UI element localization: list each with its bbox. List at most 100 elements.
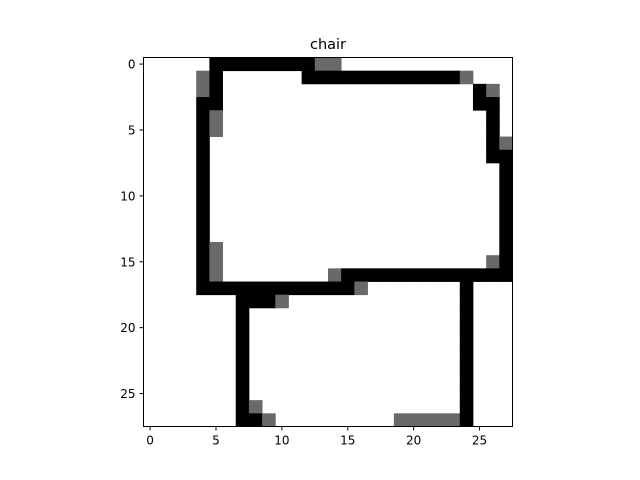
heatmap-cell <box>459 413 474 427</box>
heatmap-cell <box>209 83 223 98</box>
heatmap-cell <box>262 413 276 427</box>
heatmap-cell <box>275 294 289 309</box>
heatmap-cell <box>196 70 210 85</box>
heatmap-cell <box>209 268 223 282</box>
heatmap-cell <box>459 307 474 322</box>
heatmap-cell <box>499 176 513 190</box>
heatmap-cell <box>499 136 513 151</box>
heatmap-cell <box>235 334 250 348</box>
heatmap-cell <box>459 321 474 335</box>
heatmap-cell <box>354 268 368 282</box>
heatmap-cell <box>196 189 210 203</box>
heatmap-cell <box>235 281 250 296</box>
heatmap-cell <box>196 255 210 269</box>
heatmap-cell <box>486 149 500 164</box>
heatmap-cell <box>472 268 487 282</box>
heatmap-cell <box>354 281 368 296</box>
heatmap-cell <box>235 294 250 309</box>
heatmap-cell <box>393 70 408 85</box>
heatmap-cell <box>301 281 316 296</box>
heatmap-cell <box>314 281 329 296</box>
heatmap-cell <box>196 162 210 177</box>
y-tick-label: 25 <box>120 387 135 401</box>
chart-title: chair <box>310 37 346 53</box>
heatmap-cell <box>248 400 263 414</box>
heatmap-cell <box>459 400 474 414</box>
heatmap-cell <box>248 57 263 72</box>
heatmap-cell <box>196 202 210 217</box>
y-tick-label: 0 <box>128 58 136 72</box>
x-tick-label: 25 <box>472 434 487 448</box>
heatmap-cell <box>209 281 223 296</box>
heatmap-cell <box>248 413 263 427</box>
heatmap-cell <box>235 373 250 388</box>
heatmap-cell <box>288 281 303 296</box>
heatmap-cell <box>367 268 382 282</box>
heatmap-cell <box>209 57 223 72</box>
heatmap-cell <box>420 70 434 85</box>
heatmap-cell <box>314 57 329 72</box>
heatmap-cell <box>209 242 223 256</box>
heatmap-cell <box>380 70 395 85</box>
heatmap-cell <box>459 347 474 362</box>
heatmap-cell <box>301 70 316 85</box>
heatmap-cell <box>275 57 289 72</box>
heatmap-cell <box>209 110 223 124</box>
heatmap-cell <box>209 123 223 137</box>
heatmap-cell <box>196 242 210 256</box>
heatmap-cell <box>459 281 474 296</box>
heatmap-cell <box>248 281 263 296</box>
heatmap-cell <box>420 413 434 427</box>
heatmap-cell <box>446 413 461 427</box>
x-axis: 0 5 10 15 20 25 <box>146 426 487 448</box>
heatmap-cell <box>196 268 210 282</box>
x-tick-label: 15 <box>340 434 355 448</box>
heatmap-cell <box>235 386 250 401</box>
heatmap-cell <box>209 70 223 85</box>
heatmap-cell <box>499 162 513 177</box>
heatmap-cell <box>235 413 250 427</box>
x-tick-label: 0 <box>146 434 154 448</box>
heatmap-cell <box>433 268 448 282</box>
heatmap-cell <box>459 360 474 375</box>
heatmap-cell <box>328 70 342 85</box>
heatmap-cell <box>499 202 513 217</box>
heatmap-cell <box>341 268 355 282</box>
x-tick-label: 5 <box>212 434 220 448</box>
heatmap-cell <box>196 281 210 296</box>
y-tick-label: 20 <box>120 321 135 335</box>
y-tick-label: 15 <box>120 255 135 269</box>
heatmap-cell <box>459 373 474 388</box>
heatmap-cell <box>262 294 276 309</box>
plot-frame <box>143 57 513 427</box>
y-tick-label: 10 <box>120 189 135 203</box>
heatmap-cell <box>420 268 434 282</box>
x-tick-label: 10 <box>274 434 289 448</box>
heatmap-cell <box>235 360 250 375</box>
heatmap-cell <box>341 70 355 85</box>
heatmap-cell <box>196 136 210 151</box>
y-axis: 0 5 10 15 20 25 <box>120 58 144 401</box>
heatmap-cell <box>341 281 355 296</box>
heatmap-cell <box>367 70 382 85</box>
heatmap-cell <box>459 334 474 348</box>
heatmap-cell <box>499 242 513 256</box>
heatmap-cell <box>275 281 289 296</box>
heatmap-cell <box>393 413 408 427</box>
heatmap-cell <box>407 413 421 427</box>
heatmap-cell <box>472 83 487 98</box>
heatmap-cell <box>196 97 210 111</box>
heatmap-cell <box>486 110 500 124</box>
heatmap-cell <box>486 255 500 269</box>
heatmap-cell <box>446 268 461 282</box>
heatmap-cell <box>486 83 500 98</box>
heatmap-cell <box>499 215 513 230</box>
heatmap-cell <box>196 215 210 230</box>
heatmap-cell <box>486 97 500 111</box>
heatmap-cell <box>262 57 276 72</box>
heatmap-cell <box>209 97 223 111</box>
heatmap-cell <box>262 281 276 296</box>
heatmap-cell <box>222 57 237 72</box>
heatmap-cell <box>407 268 421 282</box>
heatmap-cell <box>328 281 342 296</box>
